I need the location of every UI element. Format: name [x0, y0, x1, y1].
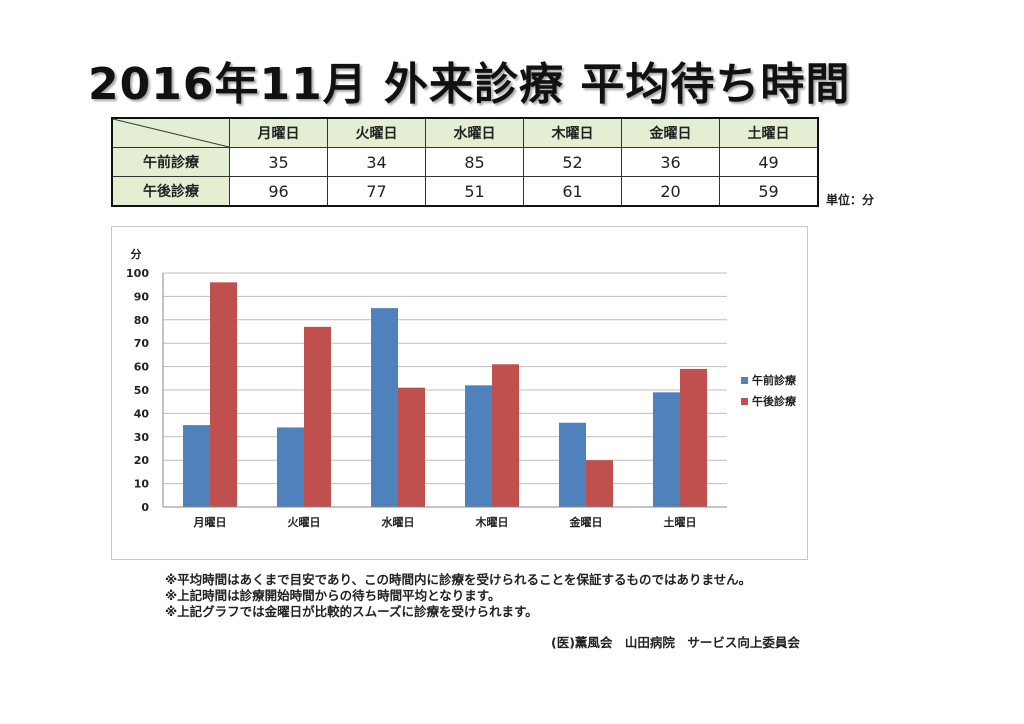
afternoon-sat-value: 59 — [719, 176, 819, 207]
y-tick-label: 40 — [134, 407, 150, 420]
y-tick-label: 10 — [134, 478, 150, 491]
unit-label: 単位：分 — [826, 193, 875, 207]
afternoon-tue-value: 77 — [327, 176, 426, 207]
morning-bar — [465, 385, 492, 507]
morning-tue-value: 34 — [327, 147, 426, 177]
day-header-sat: 土曜日 — [719, 117, 819, 148]
legend-label-morning: 午前診療 — [752, 373, 797, 387]
afternoon-mon-value: 96 — [229, 176, 328, 207]
morning-bar — [653, 392, 680, 507]
morning-bar — [277, 427, 304, 507]
table-row-afternoon: 午後診療 96 77 51 61 20 59 — [111, 176, 819, 207]
notes-block: ※平均時間はあくまで目安であり、この時間内に診療を受けられることを保証するもので… — [165, 572, 751, 620]
table-header-row: 月曜日 火曜日 水曜日 木曜日 金曜日 土曜日 — [111, 117, 819, 148]
afternoon-bar — [210, 282, 237, 507]
morning-sat-value: 49 — [719, 147, 819, 177]
morning-fri-value: 36 — [621, 147, 720, 177]
afternoon-bar — [304, 326, 331, 507]
y-tick-label: 100 — [126, 267, 149, 280]
x-category-label: 金曜日 — [569, 515, 603, 529]
note-line: ※上記グラフでは金曜日が比較的スムーズに診療を受けられます。 — [165, 604, 538, 619]
table-row-morning: 午前診療 35 34 85 52 36 49 — [111, 147, 819, 177]
y-axis-unit-label: 分 — [131, 247, 142, 261]
afternoon-wed-value: 51 — [425, 176, 524, 207]
afternoon-bar — [680, 368, 707, 507]
morning-wed-value: 85 — [425, 147, 524, 177]
afternoon-bar — [492, 364, 519, 507]
note-line: ※上記時間は診療開始時間からの待ち時間平均となります。 — [165, 588, 501, 603]
chart-frame: 0 10 20 30 40 50 60 70 80 90 100 分月曜日 火曜日 水曜日 木曜日 金曜日 土曜… — [111, 226, 808, 560]
legend-swatch-afternoon — [741, 398, 748, 405]
y-tick-label: 60 — [134, 361, 150, 374]
y-tick-label: 50 — [134, 384, 150, 397]
y-tick-label: 30 — [134, 431, 150, 444]
morning-mon-value: 35 — [229, 147, 328, 177]
y-tick-label: 20 — [134, 454, 150, 467]
legend-label-afternoon: 午後診療 — [752, 394, 797, 408]
morning-bar — [371, 308, 398, 507]
note-line: ※平均時間はあくまで目安であり、この時間内に診療を受けられることを保証するもので… — [165, 572, 752, 587]
page-title: 2016年11月 外来診療 平均待ち時間 — [88, 59, 851, 110]
morning-bar — [183, 425, 210, 507]
day-header-tue: 火曜日 — [327, 117, 426, 148]
day-header-thu: 木曜日 — [523, 117, 622, 148]
footer-organization: (医)薫風会 山田病院 サービス向上委員会 — [551, 635, 800, 650]
row-header-morning: 午前診療 — [111, 147, 230, 177]
morning-thu-value: 52 — [523, 147, 622, 177]
corner-diagonal — [113, 119, 229, 147]
day-header-mon: 月曜日 — [229, 117, 328, 148]
y-tick-label: 0 — [141, 501, 149, 514]
morning-bar — [559, 422, 586, 507]
row-header-afternoon: 午後診療 — [111, 176, 230, 207]
y-tick-label: 80 — [134, 314, 150, 327]
day-header-wed: 水曜日 — [425, 117, 524, 148]
y-tick-label: 70 — [134, 337, 150, 350]
afternoon-thu-value: 61 — [523, 176, 622, 207]
afternoon-fri-value: 20 — [621, 176, 720, 207]
y-tick-label: 90 — [134, 290, 150, 303]
x-category-label: 月曜日 — [193, 516, 227, 529]
day-header-fri: 金曜日 — [621, 117, 720, 148]
afternoon-bar — [586, 460, 613, 507]
legend-swatch-morning — [741, 377, 748, 384]
x-category-label: 木曜日 — [475, 515, 509, 529]
x-category-label: 土曜日 — [664, 515, 697, 529]
table-corner-cell — [111, 117, 230, 148]
x-category-label: 火曜日 — [288, 516, 321, 529]
afternoon-bar — [398, 387, 425, 507]
wait-time-table: 月曜日 火曜日 水曜日 木曜日 金曜日 土曜日 午前診療 35 34 85 52… — [111, 117, 819, 207]
x-category-label: 水曜日 — [382, 515, 415, 529]
